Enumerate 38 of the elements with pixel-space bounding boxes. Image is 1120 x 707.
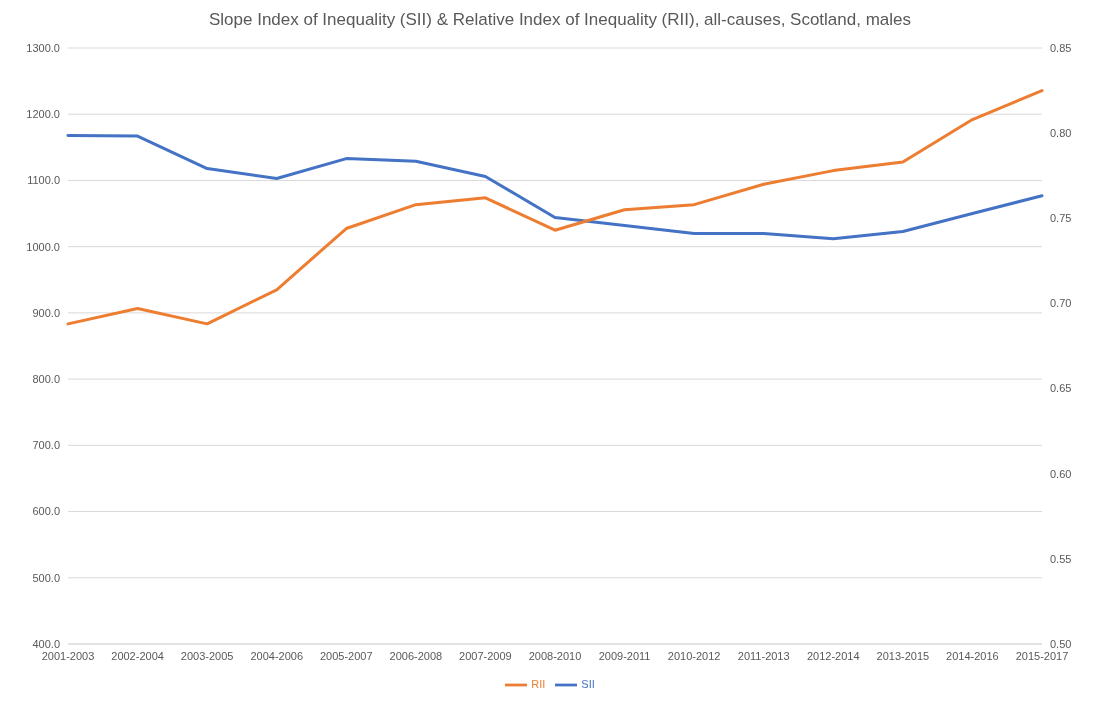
y2-tick-label: 0.75 [1050, 212, 1072, 225]
x-tick-label: 2013-2015 [876, 649, 930, 662]
x-tick-label: 2007-2009 [459, 649, 512, 662]
x-tick-label: 2009-2011 [598, 649, 651, 662]
line-series [66, 133, 1044, 241]
x-tick-label: 2002-2004 [111, 649, 164, 662]
x-tick-label: 2004-2006 [250, 649, 304, 662]
x-tick-label: 2005-2007 [319, 649, 373, 662]
y-tick-label: 1000.0 [26, 240, 60, 253]
y2-tick-label: 0.70 [1050, 297, 1072, 310]
y2-tick-label: 0.50 [1050, 637, 1072, 650]
y-tick-label: 400.0 [32, 637, 60, 650]
line-series [66, 89, 1044, 326]
x-tick-label: 2014-2016 [946, 649, 999, 662]
y2-tick-label: 0.55 [1050, 552, 1072, 565]
legend-label: SII [581, 677, 595, 690]
y-tick-label: 1200.0 [26, 108, 60, 121]
x-tick-label: 2010-2012 [667, 649, 721, 662]
x-tick-label: 2015-2017 [1015, 649, 1069, 662]
x-tick-label: 2012-2014 [806, 649, 860, 662]
y2-tick-label: 0.85 [1050, 41, 1072, 54]
y-tick-label: 700.0 [32, 439, 60, 452]
y-tick-label: 600.0 [32, 505, 60, 518]
y-tick-label: 500.0 [32, 571, 60, 584]
y-tick-label: 1100.0 [27, 174, 60, 187]
x-tick-label: 2003-2005 [180, 649, 234, 662]
x-tick-label: 2006-2008 [389, 649, 443, 662]
y2-tick-label: 0.80 [1050, 127, 1072, 140]
x-tick-label: 2001-2003 [41, 649, 95, 662]
x-tick-label: 2011-2013 [737, 649, 790, 662]
y2-tick-label: 0.60 [1050, 467, 1072, 480]
y-tick-label: 1300.0 [26, 41, 60, 54]
y-tick-label: 900.0 [32, 306, 60, 319]
x-tick-label: 2008-2010 [528, 649, 582, 662]
legend-label: RII [531, 677, 546, 690]
y-tick-label: 800.0 [32, 373, 60, 386]
y2-tick-label: 0.65 [1050, 382, 1072, 395]
chart-title: Slope Index of Inequality (SII) & Relative Index of Inequality (RII), all-causes, Scotland, males [207, 10, 913, 31]
